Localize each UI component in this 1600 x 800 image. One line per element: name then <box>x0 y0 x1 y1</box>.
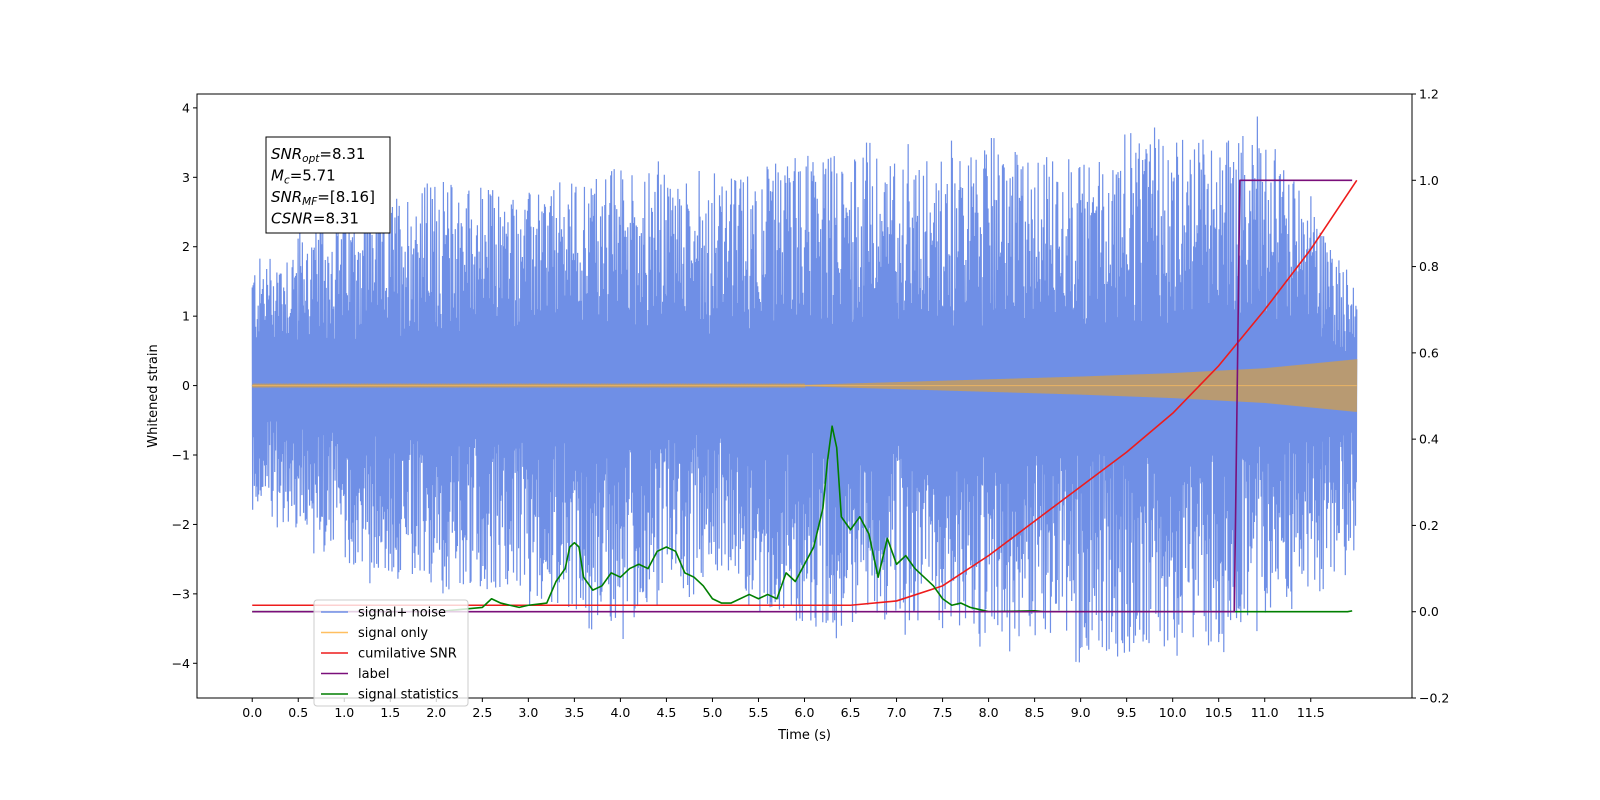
x-tick-label: 9.5 <box>1117 705 1137 720</box>
x-tick-label: 0.5 <box>288 705 308 720</box>
y-tick-label: 3 <box>182 170 190 185</box>
legend-signal-only-text: signal only <box>358 626 428 641</box>
y2-tick-label: 1.2 <box>1419 87 1439 102</box>
x-tick-label: 5.0 <box>703 705 723 720</box>
y2-tick-label: 1.0 <box>1419 173 1439 188</box>
x-tick-label: 1.5 <box>380 705 400 720</box>
x-tick-label: 7.5 <box>933 705 953 720</box>
y-tick-label: −4 <box>172 656 190 671</box>
y2-tick-label: 0.6 <box>1419 345 1439 360</box>
legend-label-text: label <box>358 667 389 682</box>
x-tick-label: 1.0 <box>334 705 354 720</box>
legend-signal-noise-text: signal+ noise <box>358 606 446 621</box>
label-line <box>252 179 1353 613</box>
legend-frame <box>313 599 469 707</box>
x-tick-label: 11.5 <box>1297 705 1325 720</box>
stats-line: SNRopt=8.31 <box>271 145 365 165</box>
x-tick-label: 8.0 <box>979 705 999 720</box>
x-tick-label: 2.5 <box>472 705 492 720</box>
x-tick-label: 3.0 <box>518 705 538 720</box>
legend-signal-statistics-text: signal statistics <box>358 688 459 703</box>
y-axis-ticks: −4 −3 −2 −1 0 1 2 3 4 <box>172 100 197 671</box>
x-tick-label: 7.0 <box>887 705 907 720</box>
legend-cumulative-snr-text: cumilative SNR <box>358 647 457 662</box>
signal-statistics-line <box>252 425 1353 613</box>
y-tick-label: −3 <box>172 586 190 601</box>
stats-line: Mc=5.71 <box>271 167 336 187</box>
y-tick-label: 4 <box>182 100 190 115</box>
x-tick-label: 6.0 <box>795 705 815 720</box>
x-tick-label: 10.5 <box>1205 705 1233 720</box>
stats-line: SNRMF=[8.16] <box>271 188 375 208</box>
x-tick-label: 10.0 <box>1159 705 1187 720</box>
y-tick-label: −2 <box>172 517 190 532</box>
x-axis-ticks: 0.0 0.5 1.0 1.5 2.0 2.5 3.0 3.5 4.0 4.5 5.0 5.5 6.0 6… <box>242 698 1325 720</box>
y2-tick-label: 0.0 <box>1419 604 1439 619</box>
y-tick-label: −1 <box>172 448 190 463</box>
x-tick-label: 6.5 <box>841 705 861 720</box>
x-tick-label: 4.0 <box>610 705 630 720</box>
series-lines <box>252 179 1358 613</box>
cumulative-snr-line <box>252 179 1358 607</box>
legend: signal+ noise signal only cumilative SNR la… <box>313 599 469 707</box>
x-tick-label: 4.5 <box>656 705 676 720</box>
x-tick-label: 8.5 <box>1025 705 1045 720</box>
y-axis-label: Whitened strain <box>146 344 161 447</box>
y2-tick-label: −0.2 <box>1419 691 1449 706</box>
signal-only-trace <box>251 359 1358 412</box>
x-axis-label: Time (s) <box>777 728 831 743</box>
y-tick-label: 1 <box>182 309 190 324</box>
y-tick-label: 2 <box>182 239 190 254</box>
stats-line: CSNR=8.31 <box>271 210 359 228</box>
y2-tick-label: 0.4 <box>1419 432 1439 447</box>
x-tick-label: 11.0 <box>1251 705 1279 720</box>
x-tick-label: 5.5 <box>749 705 769 720</box>
x-tick-label: 3.5 <box>564 705 584 720</box>
stats-box-frame <box>265 136 391 234</box>
x-tick-label: 0.0 <box>242 705 262 720</box>
series-signal-only <box>251 359 1358 412</box>
y-tick-label: 0 <box>182 378 190 393</box>
x-tick-label: 9.0 <box>1071 705 1091 720</box>
y2-tick-label: 0.8 <box>1419 259 1439 274</box>
y2-tick-label: 0.2 <box>1419 518 1439 533</box>
y2-axis-ticks: −0.2 0.0 0.2 0.4 0.6 0.8 1.0 1.2 <box>1412 87 1449 706</box>
x-tick-label: 2.0 <box>426 705 446 720</box>
